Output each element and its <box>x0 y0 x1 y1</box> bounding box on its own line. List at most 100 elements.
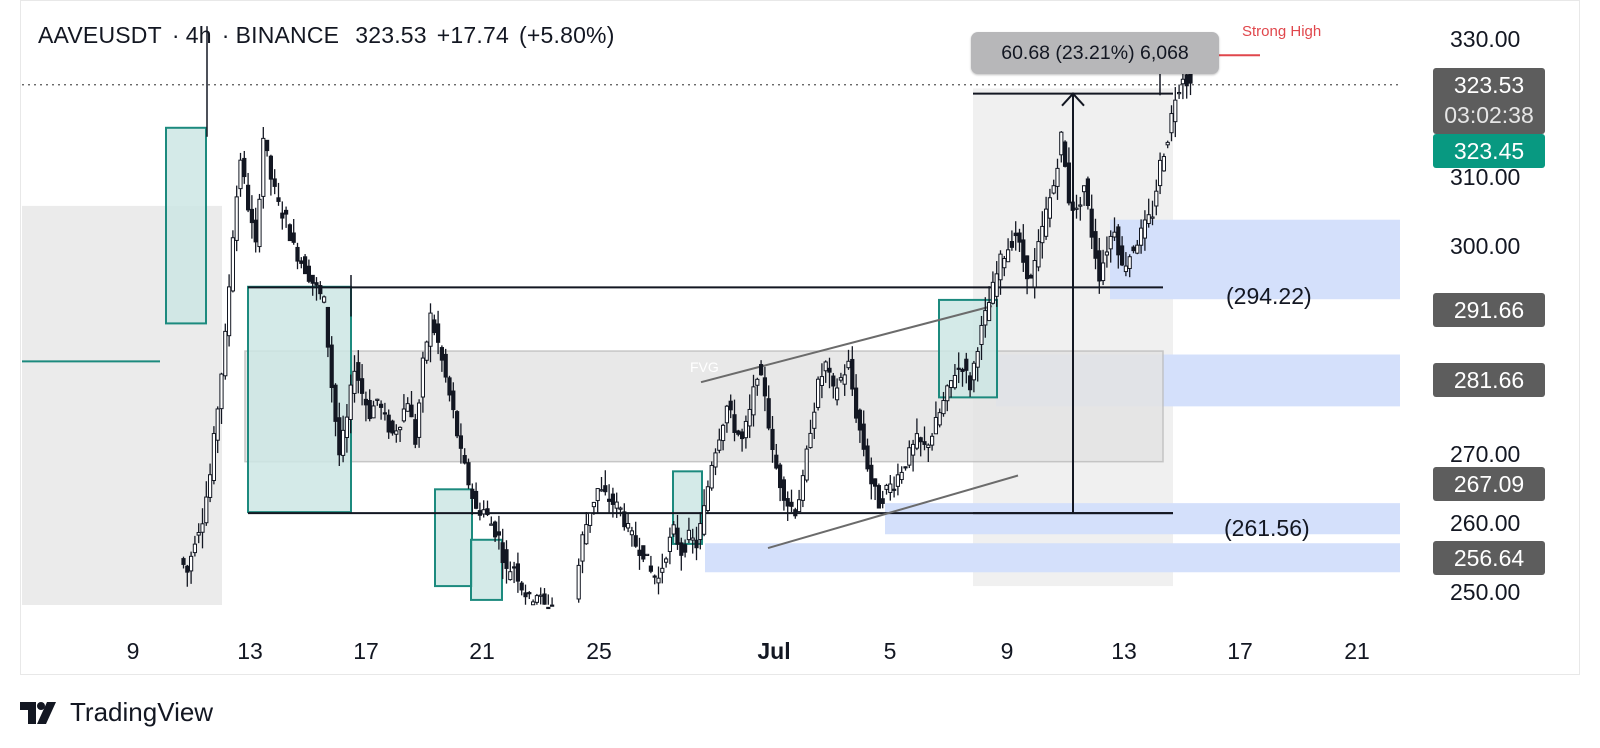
candle-body <box>1017 232 1022 243</box>
bid-price-tag: 323.45 <box>1433 134 1545 168</box>
candle-body <box>922 441 927 445</box>
candle-body <box>667 536 672 552</box>
demand-zone-bottom <box>705 543 1400 573</box>
candle-body <box>933 416 938 435</box>
price-tag-256: 256.64 <box>1433 541 1545 575</box>
candle-body <box>781 479 786 501</box>
candle-body <box>481 509 486 515</box>
candle-body <box>208 474 213 498</box>
candle-body <box>918 437 923 443</box>
candle-body <box>709 464 714 489</box>
channel-lower-line <box>767 474 1019 550</box>
candle-body <box>800 475 805 501</box>
candle-body <box>185 565 190 573</box>
header-separator: · <box>221 22 230 48</box>
candle-body <box>679 542 684 556</box>
tradingview-logo[interactable]: TradingView <box>20 697 213 728</box>
candle-body <box>979 324 984 345</box>
candle-body <box>348 384 353 421</box>
fvg-box <box>244 350 1164 463</box>
candle-body <box>1120 245 1125 266</box>
candle-body <box>246 184 251 211</box>
candle-body <box>1082 185 1087 193</box>
candle-body <box>306 265 311 282</box>
candle-body <box>1009 241 1014 248</box>
candle-body <box>664 558 669 563</box>
price-axis-tick: 330.00 <box>1450 26 1521 52</box>
candle-body <box>496 531 501 536</box>
candle-body <box>614 501 619 509</box>
candle-body <box>265 139 270 152</box>
candle-body <box>869 464 874 485</box>
time-axis-tick: 21 <box>1344 638 1370 664</box>
candle-body <box>455 411 460 437</box>
candle-body <box>512 566 517 569</box>
candle-body <box>276 197 281 202</box>
candle-body <box>994 273 999 297</box>
candle-body <box>409 404 414 418</box>
candle-body <box>1025 255 1030 280</box>
price-axis-tick: 310.00 <box>1450 164 1521 191</box>
candle-body <box>656 577 661 584</box>
candle-body <box>192 543 198 554</box>
candle-body <box>713 452 718 468</box>
candle-body <box>322 296 327 303</box>
symbol-name[interactable]: AAVEUSDT <box>38 22 162 48</box>
candle-body <box>382 412 387 415</box>
time-axis-tick: 9 <box>126 638 140 664</box>
candle-body <box>884 484 889 490</box>
candle-body <box>599 489 604 492</box>
candle-body <box>1059 131 1064 156</box>
candle-body <box>344 416 349 439</box>
candle-body <box>914 433 919 449</box>
candle-body <box>747 408 752 427</box>
candle-body <box>618 507 623 510</box>
measure-tool-label[interactable]: 60.68 (23.21%) 6,068 <box>971 32 1219 74</box>
candle-body <box>1123 265 1129 273</box>
candle-body <box>428 312 433 347</box>
candle-body <box>774 454 779 469</box>
candle-body <box>926 444 931 449</box>
channel-upper-line <box>700 305 993 384</box>
level-label-lower: (261.56) <box>1224 515 1310 541</box>
candle-body <box>819 376 824 386</box>
candle-body <box>1154 190 1159 207</box>
candle-body <box>785 498 790 507</box>
candle-body <box>690 537 695 541</box>
interval-label[interactable]: 4h <box>185 22 212 48</box>
candle-body <box>626 523 631 529</box>
candle-body <box>1112 231 1117 238</box>
candle-body <box>762 377 767 397</box>
candle-body <box>949 380 954 389</box>
candle-body <box>702 505 707 535</box>
candle-body <box>941 400 946 415</box>
candle-body <box>603 485 608 493</box>
candle-body <box>1055 167 1060 187</box>
candle-body <box>793 509 798 517</box>
candle-body <box>857 409 862 431</box>
candle-body <box>675 527 680 545</box>
candle-body <box>500 542 505 564</box>
price-change-percent: (+5.80%) <box>519 22 615 48</box>
candle-body <box>295 246 300 262</box>
candle-body <box>280 212 285 219</box>
candle-body <box>401 408 406 422</box>
candle-body <box>645 553 650 557</box>
order-block-box <box>434 488 473 588</box>
candle-body <box>907 447 912 466</box>
candle-body <box>1040 225 1045 244</box>
price-tag-291: 291.66 <box>1433 293 1545 327</box>
candle-body <box>523 592 528 598</box>
candle-body <box>424 341 429 361</box>
candle-body <box>1036 241 1041 268</box>
price-tag-281: 281.66 <box>1433 363 1545 397</box>
candle-body <box>595 488 600 502</box>
candle-body <box>1135 244 1140 254</box>
time-axis-tick: 17 <box>353 638 379 664</box>
price-axis-tick: 250.00 <box>1450 579 1521 605</box>
candle-body <box>755 378 760 386</box>
candle-body <box>732 414 737 433</box>
candle-body <box>633 535 638 547</box>
candle-body <box>831 375 836 387</box>
